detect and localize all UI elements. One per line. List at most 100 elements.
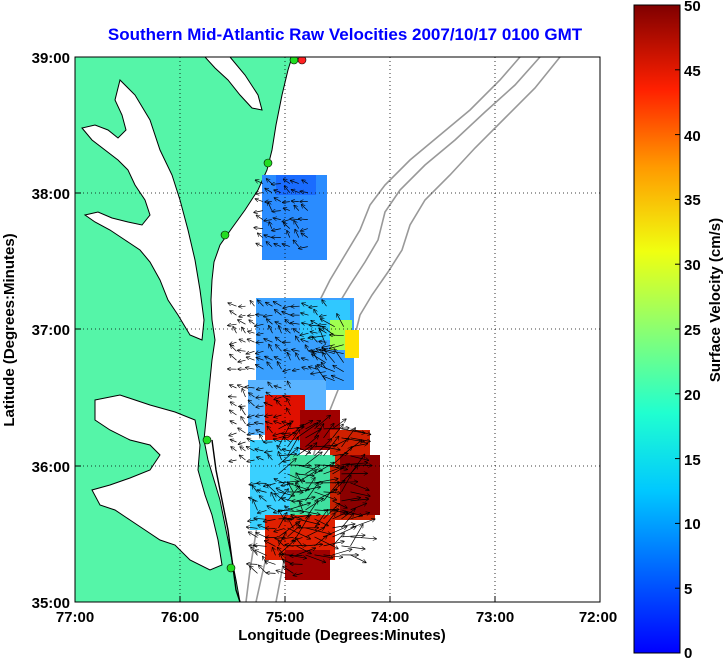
velocity-arrow xyxy=(311,351,326,355)
velocity-arrow xyxy=(305,436,319,448)
velocity-arrow xyxy=(267,573,276,574)
velocity-arrow xyxy=(337,314,345,327)
grid-lines xyxy=(75,57,600,602)
velocity-arrow xyxy=(300,191,308,192)
velocity-arrow xyxy=(276,570,285,574)
velocity-arrow xyxy=(292,190,299,193)
velocity-patch xyxy=(345,330,359,358)
velocity-arrow xyxy=(275,322,282,324)
colorbar-tick-labels: 50 45 40 35 30 25 20 15 10 5 0 xyxy=(684,0,701,659)
velocity-arrow xyxy=(301,339,309,343)
velocity-arrow xyxy=(296,497,315,502)
velocity-arrow xyxy=(246,368,255,370)
velocity-arrow xyxy=(314,310,318,316)
velocity-arrow xyxy=(283,567,294,574)
velocity-arrow xyxy=(350,444,368,448)
velocity-arrow xyxy=(296,464,323,471)
velocity-arrow xyxy=(311,321,318,325)
velocity-arrow xyxy=(264,519,276,521)
velocity-arrow xyxy=(302,358,309,360)
velocity-arrow xyxy=(238,320,246,325)
velocity-arrow xyxy=(258,233,264,238)
velocity-arrow xyxy=(323,467,344,475)
station-marker xyxy=(202,435,212,445)
station-marker xyxy=(297,57,307,65)
velocity-arrow xyxy=(269,326,273,334)
velocity-arrow xyxy=(258,300,264,307)
velocity-arrow xyxy=(320,329,327,345)
velocity-arrow xyxy=(288,381,291,389)
velocity-arrow xyxy=(287,430,300,448)
velocity-arrow xyxy=(271,493,276,502)
velocity-arrow xyxy=(282,449,291,451)
velocity-arrow xyxy=(350,513,370,520)
tick-marks xyxy=(75,192,496,602)
x-tick-label: 72:00 xyxy=(579,609,617,626)
velocity-arrow xyxy=(305,528,325,538)
velocity-arrow xyxy=(291,323,300,324)
velocity-arrow xyxy=(287,486,300,502)
velocity-arrow xyxy=(274,198,281,202)
velocity-arrow xyxy=(301,233,308,238)
colorbar-tick-label: 40 xyxy=(684,128,701,145)
velocity-arrow xyxy=(285,545,294,547)
velocity-arrow xyxy=(294,205,300,211)
velocity-arrow xyxy=(287,473,305,482)
velocity-arrow xyxy=(230,410,237,416)
velocity-arrow xyxy=(302,205,309,211)
velocity-arrow xyxy=(267,506,276,511)
colorbar-tick-label: 30 xyxy=(684,257,701,274)
velocity-arrow xyxy=(256,215,263,220)
velocity-arrow xyxy=(323,482,339,502)
velocity-arrow xyxy=(274,439,282,443)
velocity-arrow xyxy=(248,315,255,316)
velocity-arrow xyxy=(296,487,321,493)
velocity-arrow xyxy=(314,439,332,457)
velocity-arrow xyxy=(230,421,237,424)
velocity-arrow xyxy=(305,483,319,502)
velocity-arrow xyxy=(305,345,308,352)
velocity-arrow xyxy=(301,229,308,232)
velocity-arrow xyxy=(247,527,258,528)
velocity-arrow xyxy=(296,545,312,554)
velocity-arrow xyxy=(257,333,264,335)
velocity-arrow xyxy=(284,350,291,351)
velocity-arrow xyxy=(314,536,327,547)
velocity-arrow xyxy=(293,329,300,334)
y-tick-label: 38:00 xyxy=(32,186,70,203)
velocity-arrow xyxy=(247,433,255,435)
velocity-arrow xyxy=(256,315,264,316)
velocity-arrow xyxy=(283,306,291,308)
velocity-arrow xyxy=(278,509,304,512)
velocity-arrow xyxy=(323,353,327,361)
delaware-bay xyxy=(204,57,263,111)
velocity-arrow xyxy=(272,211,281,212)
velocity-arrow xyxy=(312,354,326,363)
velocity-arrow xyxy=(230,311,237,316)
velocity-arrow xyxy=(288,353,291,361)
velocity-arrow xyxy=(341,440,362,457)
velocity-arrow xyxy=(273,548,276,556)
velocity-arrow xyxy=(278,489,289,502)
velocity-arrow xyxy=(248,331,255,333)
velocity-arrow xyxy=(256,415,264,416)
velocity-arrow xyxy=(269,222,272,229)
velocity-arrow xyxy=(230,342,237,344)
barrier-islands xyxy=(211,439,241,602)
velocity-arrow xyxy=(332,376,344,382)
velocity-arrow xyxy=(264,220,272,221)
velocity-arrow xyxy=(274,415,282,417)
velocity-arrow xyxy=(334,349,344,363)
velocity-arrow xyxy=(333,366,344,373)
velocity-arrow xyxy=(274,302,282,307)
velocity-arrow xyxy=(274,528,285,531)
velocity-arrow xyxy=(246,350,255,354)
velocity-arrow xyxy=(278,433,296,439)
velocity-arrow xyxy=(265,357,273,361)
velocity-arrow xyxy=(292,201,299,202)
y-tick-label: 36:00 xyxy=(32,459,70,476)
velocity-arrow xyxy=(314,479,338,484)
velocity-arrow xyxy=(350,525,363,547)
velocity-arrow xyxy=(256,397,264,398)
